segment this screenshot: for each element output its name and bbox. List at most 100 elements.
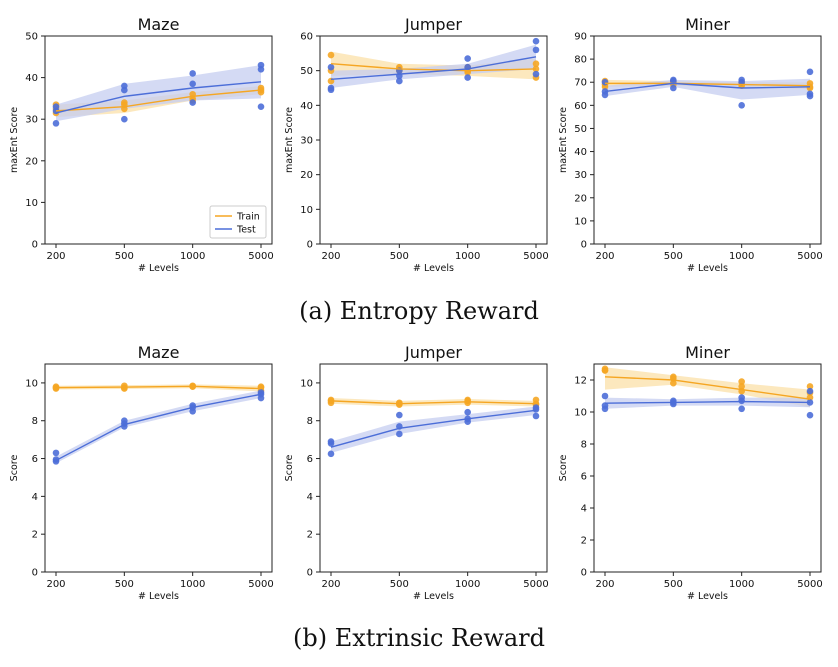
data-point-test	[327, 63, 335, 71]
caption-extrinsic-reward: (b) Extrinsic Reward	[292, 624, 546, 652]
y-axis-label: maxEnt Score	[558, 107, 569, 173]
data-point-test	[52, 456, 60, 463]
chart-3: Miner 0 10 20 30 40 50 60 70 80 90 200 500 1000 5000 # …	[558, 15, 823, 274]
chart-title: Miner	[685, 15, 730, 34]
data-point-test	[670, 76, 677, 84]
y-tick-label: 20	[300, 170, 313, 181]
y-tick-label: 4	[581, 504, 587, 515]
data-point-test	[601, 78, 609, 86]
y-axis-label: maxEnt Score	[9, 107, 20, 173]
data-point-test	[257, 61, 265, 69]
x-axis-label: # Levels	[687, 591, 728, 602]
y-tick-label: 2	[307, 530, 313, 541]
data-point-test	[601, 392, 609, 400]
data-point-train	[806, 383, 814, 390]
chart-title: Maze	[138, 343, 180, 362]
series-line-train	[330, 63, 537, 72]
data-point-test	[396, 411, 403, 419]
data-point-test	[121, 82, 128, 90]
y-tick-label: 10	[300, 205, 313, 216]
data-point-test	[327, 450, 335, 458]
data-point-test	[806, 411, 814, 419]
y-tick-label: 10	[25, 198, 38, 209]
y-axis-label: Score	[284, 455, 295, 482]
data-point-test	[738, 76, 745, 84]
x-tick-label: 500	[115, 579, 134, 590]
confidence-band-train	[56, 384, 261, 392]
plot-frame	[319, 363, 548, 573]
plot-frame	[593, 363, 822, 573]
x-tick-label: 5000	[523, 251, 548, 262]
data-point-test	[396, 430, 403, 438]
x-tick-label: 1000	[455, 579, 480, 590]
data-point-train	[532, 60, 540, 68]
plot-frame	[44, 35, 273, 245]
y-tick-label: 60	[574, 101, 587, 112]
y-tick-label: 0	[32, 240, 38, 251]
confidence-band-test	[605, 397, 810, 409]
x-tick-label: 1000	[180, 251, 205, 262]
data-point-train	[327, 51, 335, 59]
y-tick-label: 30	[574, 170, 587, 181]
x-axis-label: # Levels	[413, 591, 454, 602]
data-point-test	[327, 438, 335, 445]
confidence-band-test	[56, 390, 261, 464]
chart-title: Jumper	[404, 15, 462, 34]
chart-2: Jumper 0 10 20 30 40 50 60 200 500 1000 5000 # Level…	[284, 15, 549, 274]
data-point-test	[464, 55, 471, 62]
y-tick-label: 10	[300, 378, 313, 389]
chart-4: Maze 0 2 4 6 8 10 200 500 1000 5000 # Levels Score	[9, 343, 274, 602]
x-tick-label: 500	[664, 251, 683, 262]
data-point-train	[601, 367, 609, 374]
y-tick-label: 12	[574, 376, 587, 387]
series-line-train	[55, 89, 262, 112]
y-tick-label: 10	[574, 408, 587, 419]
data-point-test	[532, 70, 540, 78]
x-tick-label: 5000	[797, 251, 822, 262]
data-point-test	[806, 387, 814, 395]
series-line-train	[605, 82, 811, 87]
data-point-test	[189, 99, 196, 106]
x-tick-label: 1000	[729, 251, 754, 262]
y-tick-label: 4	[307, 492, 313, 503]
x-tick-label: 5000	[797, 579, 822, 590]
series-line-train	[604, 376, 811, 400]
series-line-test	[55, 81, 262, 114]
data-point-test	[121, 115, 128, 123]
x-axis-label: # Levels	[687, 263, 728, 274]
series-line-test	[330, 56, 537, 81]
caption-entropy-reward: (a) Entropy Reward	[299, 297, 539, 325]
y-tick-label: 10	[574, 216, 587, 227]
y-tick-label: 60	[300, 32, 313, 43]
x-tick-label: 500	[115, 251, 134, 262]
y-axis-label: maxEnt Score	[284, 107, 295, 173]
data-point-train	[257, 384, 265, 391]
y-tick-label: 50	[25, 32, 38, 43]
data-point-test	[52, 103, 60, 111]
y-tick-label: 40	[25, 73, 38, 84]
data-point-train	[121, 385, 128, 392]
series-line-train	[330, 400, 537, 405]
data-point-test	[532, 412, 540, 420]
data-point-train	[670, 379, 677, 387]
y-tick-label: 0	[307, 568, 313, 579]
data-point-test	[52, 449, 60, 457]
data-point-train	[601, 83, 609, 91]
y-tick-label: 0	[581, 240, 587, 251]
y-tick-label: 30	[300, 136, 313, 147]
y-tick-label: 0	[32, 568, 38, 579]
data-point-test	[257, 103, 265, 111]
chart-title: Jumper	[404, 343, 462, 362]
x-tick-label: 500	[390, 251, 409, 262]
y-tick-label: 40	[300, 101, 313, 112]
y-tick-label: 70	[574, 78, 587, 89]
y-axis-label: Score	[558, 455, 569, 482]
series-line-train	[55, 385, 262, 390]
x-tick-label: 200	[46, 251, 65, 262]
x-tick-label: 5000	[248, 251, 273, 262]
confidence-band-train	[605, 367, 810, 408]
y-tick-label: 50	[574, 124, 587, 135]
data-point-test	[189, 70, 196, 77]
x-tick-label: 200	[321, 579, 340, 590]
confidence-band-test	[331, 44, 536, 88]
